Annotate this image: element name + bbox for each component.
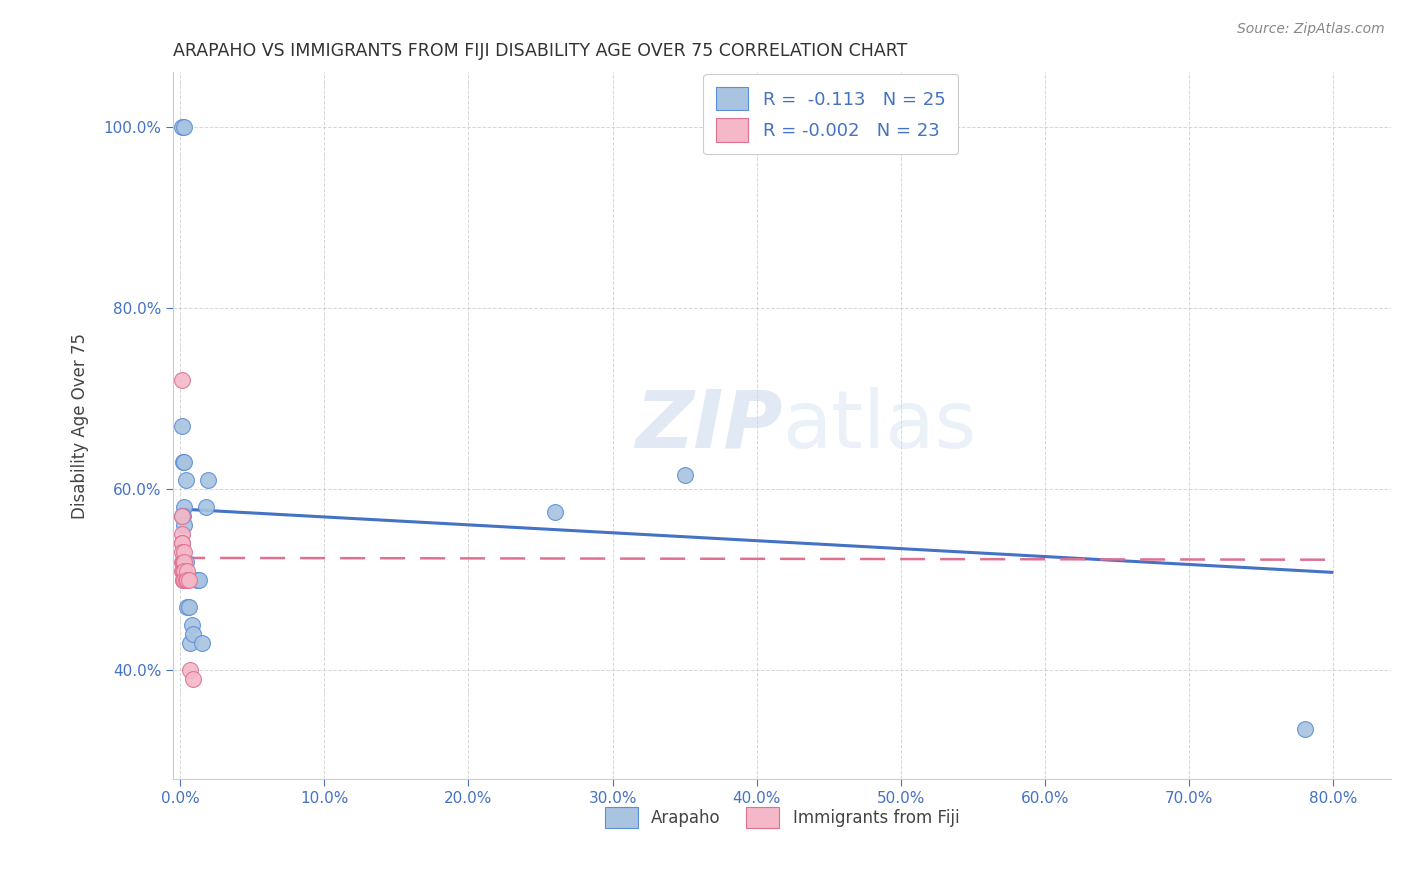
Point xyxy=(176,573,198,587)
Point xyxy=(179,636,201,650)
Point xyxy=(170,509,193,524)
Point xyxy=(173,573,195,587)
Point xyxy=(174,573,197,587)
Point xyxy=(170,555,193,569)
Point xyxy=(173,500,195,515)
Point xyxy=(173,564,195,578)
Point xyxy=(170,536,193,550)
Y-axis label: Disability Age Over 75: Disability Age Over 75 xyxy=(72,333,89,518)
Point xyxy=(170,564,193,578)
Point xyxy=(177,599,200,614)
Text: atlas: atlas xyxy=(782,386,976,465)
Point xyxy=(170,120,193,134)
Text: Source: ZipAtlas.com: Source: ZipAtlas.com xyxy=(1237,22,1385,37)
Point xyxy=(170,545,193,559)
Point xyxy=(181,627,204,641)
Point xyxy=(173,120,195,134)
Point xyxy=(172,564,194,578)
Point xyxy=(170,373,193,387)
Point xyxy=(191,636,214,650)
Point xyxy=(544,505,567,519)
Point xyxy=(176,599,198,614)
Point xyxy=(170,536,193,550)
Text: ZIP: ZIP xyxy=(634,386,782,465)
Point xyxy=(177,573,200,587)
Point xyxy=(173,455,195,469)
Point xyxy=(170,509,193,524)
Point xyxy=(173,555,195,569)
Point xyxy=(180,618,202,632)
Point xyxy=(172,555,194,569)
Point xyxy=(174,555,197,569)
Point xyxy=(1294,722,1316,736)
Point xyxy=(673,468,696,483)
Point xyxy=(187,573,209,587)
Point xyxy=(172,573,194,587)
Point xyxy=(172,573,194,587)
Point xyxy=(176,564,198,578)
Point xyxy=(179,663,201,677)
Point xyxy=(173,518,195,533)
Point xyxy=(197,473,219,487)
Point xyxy=(172,555,194,569)
Point xyxy=(172,455,194,469)
Point xyxy=(172,509,194,524)
Point xyxy=(174,473,197,487)
Point xyxy=(170,418,193,433)
Point xyxy=(170,527,193,541)
Legend: Arapaho, Immigrants from Fiji: Arapaho, Immigrants from Fiji xyxy=(598,800,966,834)
Point xyxy=(195,500,218,515)
Point xyxy=(173,545,195,559)
Point xyxy=(172,555,194,569)
Text: ARAPAHO VS IMMIGRANTS FROM FIJI DISABILITY AGE OVER 75 CORRELATION CHART: ARAPAHO VS IMMIGRANTS FROM FIJI DISABILI… xyxy=(173,42,907,60)
Point xyxy=(186,573,208,587)
Point xyxy=(181,673,204,687)
